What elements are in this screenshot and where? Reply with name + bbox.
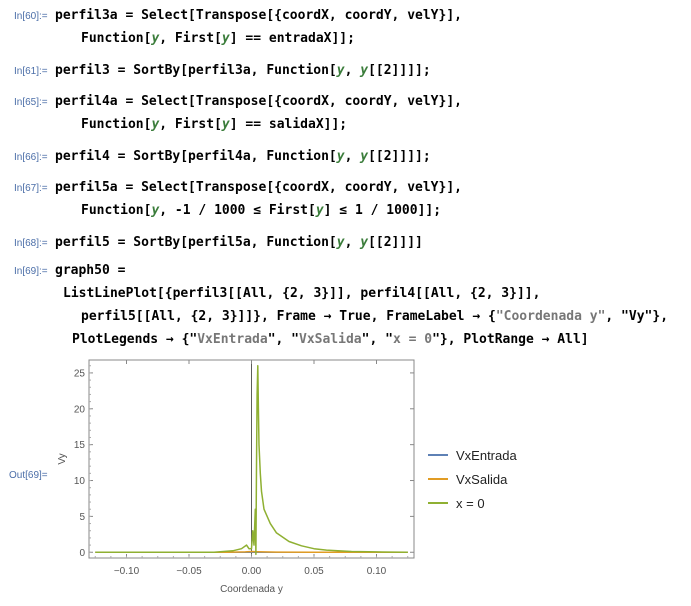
code-token: "}, PlotRange → All] [432, 332, 589, 347]
code-token: perfil5 = SortBy[perfil5a, Function[ [55, 235, 337, 250]
code-line[interactable]: perfil5 = SortBy[perfil5a, Function[y, y… [55, 235, 423, 250]
code-token: , "Vy"}, [605, 309, 669, 324]
code-token: , [344, 235, 361, 250]
code-token: , [344, 149, 361, 164]
code-token: perfil3a = Select[Transpose[{coordX, coo… [55, 8, 462, 23]
code-token: Function[ [81, 203, 152, 218]
code-variable: y [336, 149, 345, 164]
code-string: x = 0 [392, 332, 433, 347]
code-token: ] == entradaX]]; [229, 31, 355, 46]
code-token: [[2]]]] [368, 235, 423, 250]
code-line[interactable]: perfil4 = SortBy[perfil4a, Function[y, y… [55, 149, 431, 164]
input-label: In[68]:= [14, 238, 48, 249]
y-tick-label: 5 [79, 512, 85, 523]
code-token: perfil4 = SortBy[perfil4a, Function[ [55, 149, 337, 164]
code-token: Function[ [81, 31, 152, 46]
code-variable: y [151, 203, 160, 218]
code-variable: y [360, 149, 369, 164]
legend-swatch [428, 478, 448, 480]
x-tick-label: −0.10 [114, 566, 140, 577]
code-string: VxSalida [299, 332, 362, 347]
code-string: "Coordenada y" [495, 309, 606, 324]
code-variable: y [360, 63, 369, 78]
code-string: VxEntrada [197, 332, 268, 347]
code-variable: y [221, 31, 230, 46]
code-token: , First[ [159, 117, 222, 132]
y-tick-label: 15 [74, 440, 86, 451]
code-token: graph50 = [55, 263, 126, 278]
code-line[interactable]: perfil3 = SortBy[perfil3a, Function[y, y… [55, 63, 431, 78]
code-token: ListLinePlot[{perfil3[[All, {2, 3}]], pe… [63, 286, 541, 301]
input-label: In[67]:= [14, 183, 48, 194]
code-variable: y [360, 235, 369, 250]
legend-label: x = 0 [456, 495, 485, 511]
code-variable: y [315, 203, 324, 218]
legend-item: VxSalida [428, 467, 517, 491]
input-label: In[60]:= [14, 11, 48, 22]
code-variable: y [336, 235, 345, 250]
y-tick-label: 0 [79, 548, 85, 559]
code-line[interactable]: ListLinePlot[{perfil3[[All, {2, 3}]], pe… [63, 286, 540, 301]
code-token: [[2]]]]; [368, 63, 431, 78]
code-variable: y [151, 31, 160, 46]
code-line[interactable]: perfil4a = Select[Transpose[{coordX, coo… [55, 94, 462, 109]
plot: −0.10 −0.05 0.00 0.05 0.10 0 5 10 15 20 25 Coordena… [57, 359, 415, 595]
series-line-2 [95, 364, 408, 556]
x-tick-label: 0.10 [367, 566, 387, 577]
code-line[interactable]: perfil5[[All, {2, 3}]]}, Frame → True, F… [81, 309, 668, 324]
code-line[interactable]: Function[y, -1 / 1000 ≤ First[y] ≤ 1 / 1… [81, 203, 441, 218]
x-axis-label: Coordenada y [220, 584, 283, 595]
code-token: perfil4a = Select[Transpose[{coordX, coo… [55, 94, 462, 109]
code-line[interactable]: Function[y, First[y] == entradaX]]; [81, 31, 355, 46]
code-token: ", " [361, 332, 393, 347]
code-line[interactable]: perfil3a = Select[Transpose[{coordX, coo… [55, 8, 462, 23]
y-tick-label: 10 [74, 476, 86, 487]
code-line[interactable]: Function[y, First[y] == salidaX]]; [81, 117, 347, 132]
x-tick-label: 0.00 [242, 566, 262, 577]
code-token: perfil5[[All, {2, 3}]]}, Frame → True, F… [81, 309, 496, 324]
code-line[interactable]: perfil5a = Select[Transpose[{coordX, coo… [55, 180, 462, 195]
code-line[interactable]: graph50 = [55, 263, 125, 278]
code-token: perfil5a = Select[Transpose[{coordX, coo… [55, 180, 462, 195]
code-token: Function[ [81, 117, 152, 132]
input-label: In[69]:= [14, 266, 48, 277]
legend-item: x = 0 [428, 491, 517, 515]
code-token: perfil3 = SortBy[perfil3a, Function[ [55, 63, 337, 78]
legend-swatch [428, 502, 448, 504]
input-label: In[65]:= [14, 97, 48, 108]
y-tick-label: 20 [74, 404, 86, 415]
code-token: , First[ [159, 31, 222, 46]
input-label: In[61]:= [14, 66, 48, 77]
code-token: PlotLegends → {" [72, 332, 198, 347]
plot-legend: VxEntrada VxSalida x = 0 [428, 443, 517, 515]
code-variable: y [336, 63, 345, 78]
code-token: , [344, 63, 361, 78]
code-variable: y [151, 117, 160, 132]
code-token: [[2]]]]; [368, 149, 431, 164]
code-line[interactable]: PlotLegends → {"VxEntrada", "VxSalida", … [72, 332, 589, 347]
y-tick-label: 25 [74, 368, 86, 379]
legend-swatch [428, 454, 448, 456]
code-token: ] ≤ 1 / 1000]]; [323, 203, 442, 218]
x-tick-label: 0.05 [304, 566, 324, 577]
x-tick-label: −0.05 [176, 566, 202, 577]
code-variable: y [221, 117, 230, 132]
legend-label: VxEntrada [456, 447, 517, 463]
code-token: ", " [267, 332, 299, 347]
code-token: ] == salidaX]]; [229, 117, 348, 132]
legend-label: VxSalida [456, 471, 508, 487]
input-label: In[66]:= [14, 152, 48, 163]
code-token: , -1 / 1000 ≤ First[ [159, 203, 316, 218]
output-label: Out[69]= [9, 470, 48, 481]
legend-item: VxEntrada [428, 443, 517, 467]
y-axis-label: Vy [57, 453, 68, 464]
